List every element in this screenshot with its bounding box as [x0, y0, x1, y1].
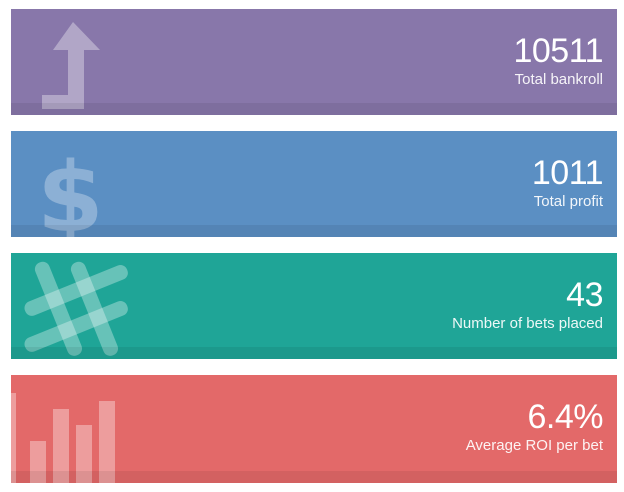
stat-card-total-profit: $ 1011 Total profit: [11, 131, 617, 237]
stat-card-total-bankroll: 10511 Total bankroll: [11, 9, 617, 115]
stat-value: 10511: [513, 32, 603, 70]
stat-value: 43: [566, 276, 603, 314]
hash-icon: [11, 253, 141, 359]
stat-value: 6.4%: [527, 398, 604, 436]
stat-label: Total profit: [533, 193, 603, 210]
bar-chart-icon: [11, 375, 141, 483]
stat-value: 1011: [531, 154, 604, 192]
card-bottom-band: [11, 471, 617, 483]
arrow-up-icon: [11, 9, 141, 115]
stat-label: Number of bets placed: [452, 315, 603, 332]
dollar-icon: $: [11, 131, 141, 237]
stat-label: Total bankroll: [514, 71, 603, 88]
svg-text:$: $: [37, 142, 104, 237]
card-bottom-band: [11, 225, 617, 237]
card-bottom-band: [11, 103, 617, 115]
stat-label: Average ROI per bet: [465, 437, 603, 454]
card-bottom-band: [11, 347, 617, 359]
stat-card-bets-placed: 43 Number of bets placed: [11, 253, 617, 359]
stat-card-average-roi: 6.4% Average ROI per bet: [11, 375, 617, 483]
